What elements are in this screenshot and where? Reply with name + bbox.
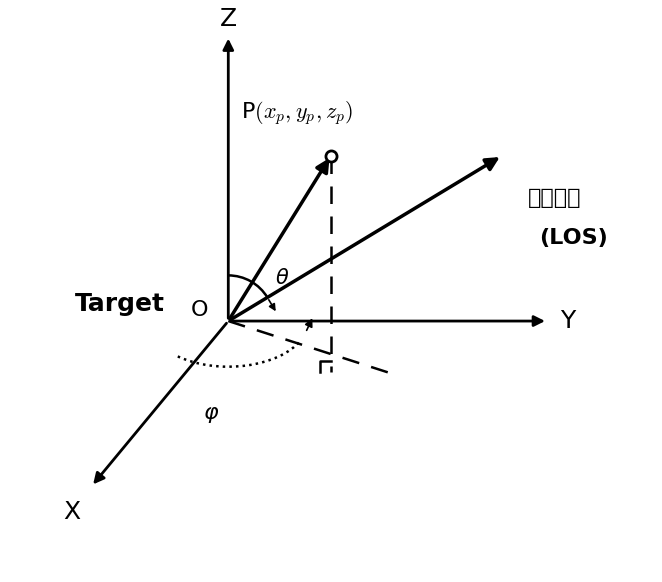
Text: $\theta$: $\theta$ — [275, 268, 290, 288]
Text: 雷达视线: 雷达视线 — [528, 189, 581, 208]
Text: Y: Y — [560, 309, 575, 333]
Text: $\varphi$: $\varphi$ — [203, 405, 219, 425]
Text: Z: Z — [220, 6, 237, 31]
Text: X: X — [63, 500, 80, 524]
Text: Target: Target — [75, 292, 165, 316]
Text: O: O — [191, 300, 209, 320]
Text: (LOS): (LOS) — [540, 228, 608, 249]
Text: P$(x_p, y_p, z_p)$: P$(x_p, y_p, z_p)$ — [240, 99, 353, 127]
